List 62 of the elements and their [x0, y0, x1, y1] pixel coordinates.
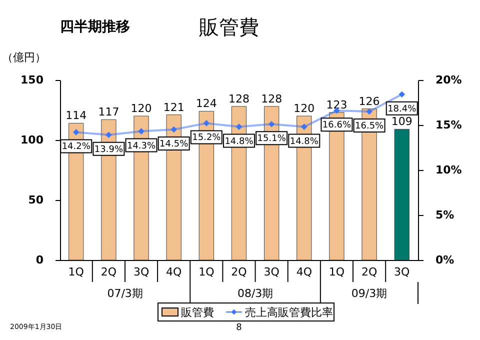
x-tick-label: 1Q [68, 266, 84, 278]
point [106, 132, 112, 138]
point [366, 108, 372, 115]
data-label: 14.2% [62, 142, 91, 152]
legend-label: 販管費 [181, 306, 214, 319]
data-label: 128 [228, 92, 250, 106]
x-tick-label: 1Q [198, 266, 215, 278]
y-tick-label: 0 [36, 254, 44, 266]
y2-tick-label: 0% [436, 254, 454, 266]
data-label: 120 [130, 102, 152, 115]
y2-tick-label: 15% [436, 118, 462, 132]
data-label: 126 [358, 94, 380, 108]
data-label: 15.1% [257, 134, 286, 144]
text: 8 [236, 323, 242, 333]
point [203, 120, 210, 126]
x-tick-label: 2Q [361, 266, 378, 278]
text: 四半期推移 [60, 19, 130, 35]
x-tick-label: 2Q [231, 266, 248, 278]
y2-tick-label: 10% [436, 164, 462, 176]
data-label: 15.2% [192, 133, 222, 144]
data-label: 16.5% [355, 122, 384, 132]
point [170, 126, 178, 133]
point [236, 124, 242, 130]
x-tick-label: 3Q [264, 266, 280, 278]
data-label: 13.9% [94, 144, 124, 155]
data-label: 128 [261, 92, 282, 106]
y-tick-label: 100 [20, 134, 44, 146]
data-label: 109 [391, 115, 412, 128]
text: 07/3期 [107, 287, 143, 300]
legend-label: 売上高販管費比率 [245, 306, 333, 319]
data-label: 117 [98, 106, 120, 119]
x-tick-label: 3Q [394, 266, 410, 278]
bar [394, 128, 410, 260]
data-label: 14.8% [224, 136, 254, 147]
x-tick-label: 4Q [166, 266, 182, 278]
data-label: 18.4% [388, 104, 417, 114]
data-label: 14.3% [126, 141, 156, 152]
point [72, 129, 80, 136]
text: 08/3期 [237, 287, 274, 300]
data-label: 123 [326, 98, 348, 112]
y-axis-title: （億円） [2, 51, 46, 64]
data-label: 120 [294, 102, 315, 115]
point [138, 128, 144, 134]
data-label: 121 [163, 100, 184, 114]
data-label: 124 [196, 97, 217, 110]
data-label: 14.8% [290, 136, 319, 147]
data-label: 114 [66, 109, 87, 122]
x-tick-label: 1Q [328, 266, 345, 278]
y2-tick-label: 5% [436, 208, 454, 222]
y-tick-label: 150 [20, 74, 44, 86]
x-tick-label: 2Q [100, 266, 117, 278]
x-tick-label: 4Q [296, 266, 312, 278]
text: 09/3期 [351, 287, 388, 300]
point [398, 91, 406, 98]
point [300, 124, 308, 130]
data-label: 16.6% [322, 120, 352, 131]
y2-tick-label: 20% [436, 74, 462, 86]
point [268, 120, 275, 128]
x-tick-label: 3Q [133, 266, 150, 278]
chart-title: 販管費 [199, 15, 259, 39]
data-label: 14.5% [160, 140, 189, 150]
y-tick-label: 50 [28, 194, 44, 206]
